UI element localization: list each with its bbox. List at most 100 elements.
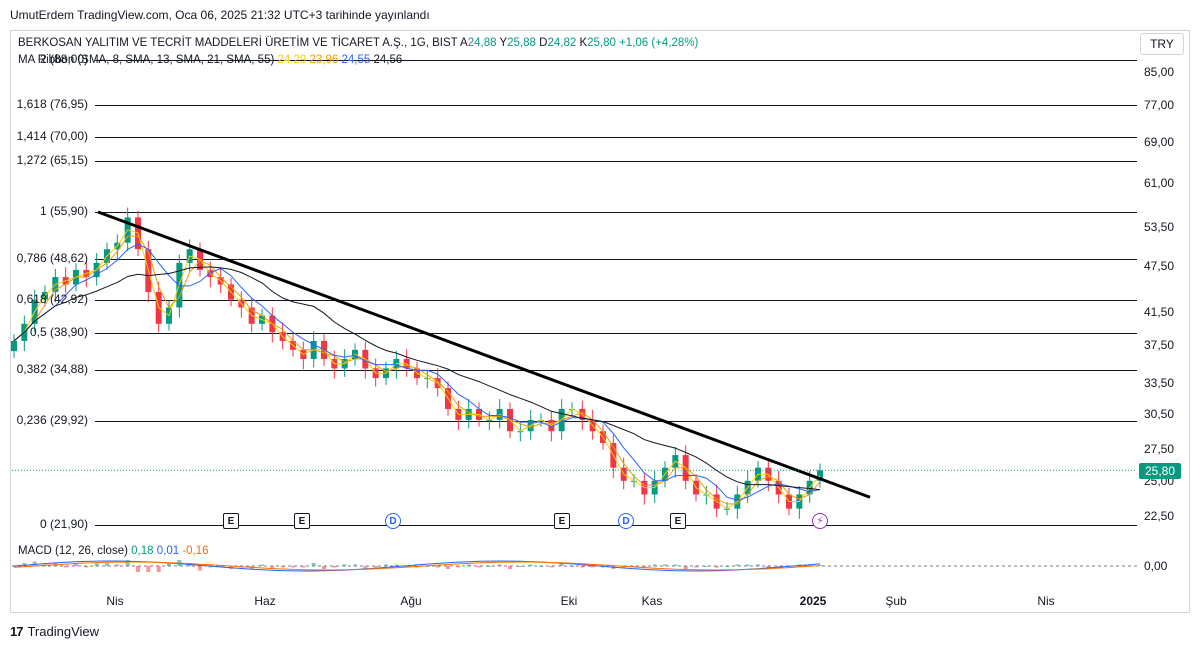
ma13-value: 23,96: [309, 54, 339, 66]
macd-histogram-bar: [446, 566, 450, 569]
fib-label: 0 (21,90): [39, 516, 88, 531]
fib-label: 0,786 (48,62): [16, 250, 88, 265]
price-tick-label: 41,50: [1144, 304, 1175, 319]
symbol-name[interactable]: BERKOSAN YALITIM VE TECRİT MADDELERİ ÜRE…: [18, 37, 458, 49]
ma8-value: 24,29: [277, 54, 307, 66]
ma-line-13: [13, 235, 821, 505]
ma-ribbon-legend[interactable]: MA Ribbon (SMA, 8, SMA, 13, SMA, 21, SMA…: [18, 54, 402, 66]
price-tick-label: 47,50: [1144, 259, 1175, 274]
time-tick-label: Kas: [641, 594, 663, 608]
fib-label: 0,5 (38,90): [29, 324, 88, 339]
macd-histogram-bar: [22, 563, 27, 566]
ma-line-55: [13, 266, 821, 491]
macd-histogram-bar: [311, 563, 316, 566]
fib-label: 2 (88,00): [39, 51, 88, 66]
candle: [11, 340, 17, 352]
macd-histogram-bar: [694, 566, 698, 568]
macd-histogram-bar: [208, 566, 213, 568]
macd-histogram-bar: [12, 566, 16, 567]
macd-histogram-bar: [663, 564, 667, 566]
time-tick-label: Ağu: [400, 594, 422, 608]
price-tick-label: 77,00: [1144, 98, 1175, 113]
earnings-event-icon[interactable]: E: [223, 513, 239, 529]
macd-histogram-bar: [590, 566, 595, 568]
price-tick-label: 22,50: [1144, 509, 1175, 523]
macd-histogram-bar: [756, 564, 760, 566]
time-tick-label: Eki: [560, 594, 578, 608]
price-tick-label: 53,50: [1144, 219, 1175, 234]
price-tick-label: 30,50: [1144, 407, 1175, 422]
macd-histogram-bar: [342, 564, 347, 566]
macd-histogram-bar: [487, 566, 492, 567]
macd-histogram-bar: [642, 566, 647, 568]
macd-histogram-bar: [167, 563, 171, 566]
fib-label: 0,382 (34,88): [16, 361, 88, 376]
macd-histogram-bar: [373, 566, 378, 568]
ma-ribbon-title: MA Ribbon (SMA, 8, SMA, 13, SMA, 21, SMA…: [18, 54, 275, 66]
macd-signal-line: [13, 561, 821, 571]
macd-histogram-bar: [518, 566, 523, 567]
macd-histogram-bar: [766, 566, 771, 568]
fib-label: 1 (55,90): [39, 203, 88, 218]
macd-histogram-bar: [549, 566, 554, 568]
macd-line-value: 0,01: [156, 545, 180, 557]
symbol-legend: BERKOSAN YALITIM VE TECRİT MADDELERİ ÜRE…: [18, 37, 698, 49]
macd-histogram-bar: [74, 563, 78, 566]
earnings-event-icon[interactable]: E: [294, 513, 310, 529]
macd-title: MACD (12, 26, close): [18, 545, 128, 557]
macd-histogram-bar: [270, 566, 275, 569]
macd-histogram-bar: [528, 564, 533, 566]
macd-histogram-bar: [322, 566, 326, 569]
tradingview-logo-icon: 17: [10, 624, 24, 639]
ma55-value: 24,56: [373, 54, 403, 66]
macd-signal-value: -0,16: [182, 545, 209, 557]
macd-histogram-bar: [807, 564, 812, 566]
macd-histogram-bar: [280, 566, 285, 568]
macd-histogram-bar: [115, 564, 120, 566]
price-tick-label: 61,00: [1144, 175, 1175, 190]
macd-histogram-bar: [301, 566, 306, 568]
high-label: Y: [499, 37, 508, 49]
macd-histogram-bar: [673, 564, 678, 566]
macd-histogram-bar: [363, 566, 368, 569]
earnings-event-icon[interactable]: E: [670, 513, 686, 529]
dividend-event-icon[interactable]: D: [618, 513, 634, 529]
macd-histogram-bar: [466, 564, 471, 566]
dividend-event-icon[interactable]: D: [385, 513, 401, 529]
trendline: [97, 210, 871, 499]
macd-histogram-bar: [384, 564, 388, 566]
macd-histogram-bar: [63, 566, 68, 568]
macd-histogram-bar: [105, 563, 109, 566]
macd-histogram-bar: [425, 566, 430, 567]
macd-histogram-bar: [146, 566, 151, 572]
brand-name: TradingView: [27, 624, 100, 639]
time-tick-label: Haz: [254, 594, 276, 608]
macd-axis-label: 0,00: [1144, 559, 1168, 573]
macd-histogram-bar: [291, 566, 295, 568]
price-tick-label: 37,50: [1144, 338, 1175, 353]
high-value: 25,88: [507, 37, 536, 49]
macd-histogram-bar: [394, 564, 399, 566]
currency-button[interactable]: TRY: [1140, 33, 1184, 55]
split-event-icon[interactable]: ⚡: [812, 513, 828, 529]
time-tick-label: Nis: [106, 594, 124, 608]
macd-histogram-bar: [735, 564, 740, 566]
price-tick-label: 27,50: [1144, 441, 1175, 456]
macd-histogram-bar: [497, 564, 502, 566]
macd-histogram-bar: [353, 564, 357, 566]
earnings-event-icon[interactable]: E: [554, 513, 570, 529]
open-value: 24,88: [467, 37, 497, 49]
low-value: 24,82: [547, 37, 577, 49]
macd-histogram-bar: [745, 564, 750, 566]
macd-histogram-bar: [570, 566, 574, 567]
macd-histogram-bar: [156, 566, 161, 572]
macd-histogram-bar: [32, 561, 37, 566]
chart-frame: [10, 30, 1190, 613]
fib-label: 0,236 (29,92): [16, 412, 88, 427]
macd-hist-value: 0,18: [131, 545, 154, 557]
macd-legend[interactable]: MACD (12, 26, close) 0,18 0,01 -0,16: [18, 545, 209, 557]
macd-histogram-bar: [198, 566, 202, 571]
tradingview-brand: 17 TradingView: [10, 624, 99, 639]
macd-histogram-bar: [539, 566, 543, 567]
